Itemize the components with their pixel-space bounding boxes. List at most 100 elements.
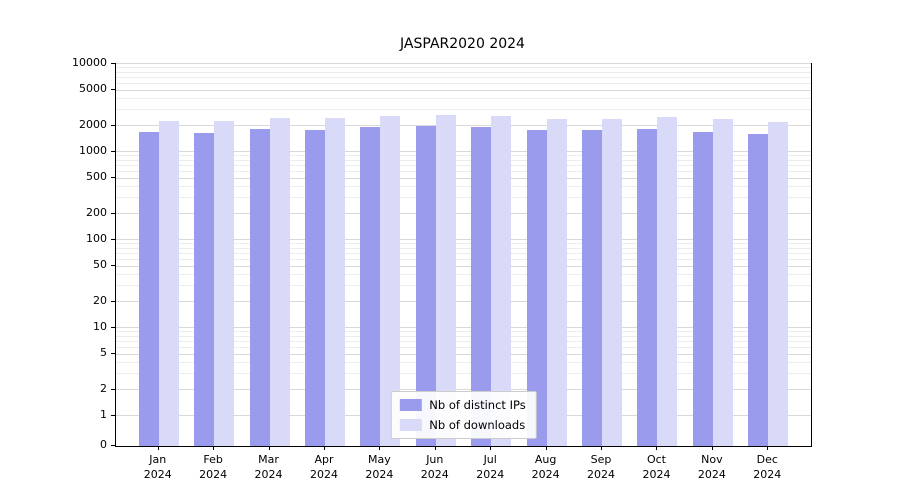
bar-downloads bbox=[712, 119, 733, 446]
legend-swatch-distinct-ips bbox=[399, 399, 422, 411]
y-tick-label: 1 bbox=[100, 408, 107, 421]
bar-distinct-ips bbox=[692, 131, 713, 446]
bar-downloads bbox=[214, 121, 235, 446]
gridline bbox=[116, 362, 811, 364]
x-tick-label: Jun 2024 bbox=[420, 453, 449, 481]
x-tick-label: Apr 2024 bbox=[309, 453, 338, 481]
bar-distinct-ips bbox=[360, 127, 381, 446]
legend-swatch-downloads bbox=[399, 419, 422, 431]
y-tick-mark bbox=[111, 415, 115, 416]
bar-distinct-ips bbox=[526, 129, 547, 446]
y-tick-mark bbox=[111, 300, 115, 302]
gridline bbox=[116, 353, 811, 355]
y-tick-mark bbox=[111, 388, 115, 390]
legend-item-distinct-ips: Nb of distinct IPs bbox=[399, 398, 526, 412]
gridline bbox=[116, 335, 811, 337]
x-tick-mark bbox=[323, 446, 325, 450]
y-tick-mark bbox=[111, 327, 115, 328]
gridline bbox=[116, 346, 811, 348]
bar-downloads bbox=[491, 116, 512, 446]
y-tick-label: 10 bbox=[93, 320, 107, 333]
plot-area: Nb of distinct IPs Nb of downloads bbox=[115, 63, 812, 447]
x-tick-label: Oct 2024 bbox=[642, 453, 671, 481]
bar-distinct-ips bbox=[415, 125, 436, 446]
gridline bbox=[116, 265, 811, 267]
bar-distinct-ips bbox=[471, 127, 492, 446]
gridline bbox=[116, 252, 811, 254]
y-tick-label: 20 bbox=[93, 293, 107, 307]
bar-distinct-ips bbox=[138, 131, 159, 446]
bar-distinct-ips bbox=[194, 132, 215, 446]
gridline bbox=[116, 98, 811, 100]
x-tick-label: Mar 2024 bbox=[254, 453, 283, 481]
gridline bbox=[116, 239, 811, 240]
gridline bbox=[116, 258, 811, 260]
gridline bbox=[116, 340, 811, 342]
gridline bbox=[116, 170, 811, 172]
x-tick-label: Aug 2024 bbox=[531, 453, 560, 481]
gridline bbox=[116, 109, 811, 111]
x-tick-label: Feb 2024 bbox=[199, 453, 228, 481]
y-tick-label: 50 bbox=[93, 258, 107, 272]
bar-downloads bbox=[435, 114, 456, 446]
x-tick-label: Dec 2024 bbox=[753, 453, 782, 481]
x-tick-label: Jul 2024 bbox=[476, 453, 505, 481]
y-tick-mark bbox=[111, 89, 115, 91]
x-tick-mark bbox=[157, 446, 159, 450]
y-tick-label: 500 bbox=[86, 170, 107, 184]
x-tick-mark bbox=[601, 446, 603, 450]
y-tick-label: 1000 bbox=[79, 144, 107, 157]
y-tick-label: 5 bbox=[100, 346, 107, 360]
chart-title: JASPAR2020 2024 bbox=[400, 36, 525, 52]
bar-downloads bbox=[380, 116, 401, 446]
legend-item-downloads: Nb of downloads bbox=[399, 418, 525, 432]
gridline bbox=[116, 327, 811, 328]
y-tick-mark bbox=[111, 445, 115, 446]
y-tick-mark bbox=[111, 212, 115, 214]
bar-distinct-ips bbox=[582, 129, 603, 446]
x-tick-label: Nov 2024 bbox=[697, 453, 726, 481]
y-tick-mark bbox=[111, 63, 115, 64]
gridline bbox=[116, 63, 811, 64]
legend-label-distinct-ips: Nb of distinct IPs bbox=[429, 398, 526, 412]
y-tick-mark bbox=[111, 265, 115, 267]
gridline bbox=[116, 243, 811, 245]
bar-distinct-ips bbox=[637, 128, 658, 446]
x-tick-mark bbox=[711, 446, 713, 450]
gridline bbox=[116, 197, 811, 199]
bar-downloads bbox=[657, 116, 678, 446]
bar-distinct-ips bbox=[249, 128, 270, 446]
y-tick-label: 10000 bbox=[72, 56, 107, 69]
bar-downloads bbox=[602, 119, 623, 446]
y-tick-mark bbox=[111, 353, 115, 355]
bar-distinct-ips bbox=[748, 134, 769, 446]
bar-distinct-ips bbox=[304, 129, 325, 446]
x-tick-mark bbox=[213, 446, 215, 450]
gridline bbox=[116, 159, 811, 161]
gridline bbox=[116, 186, 811, 188]
bar-downloads bbox=[158, 121, 179, 446]
x-tick-mark bbox=[434, 446, 436, 450]
y-tick-label: 200 bbox=[86, 205, 107, 219]
bar-downloads bbox=[768, 121, 789, 446]
gridline bbox=[116, 124, 811, 126]
bar-downloads bbox=[546, 118, 567, 446]
gridline bbox=[116, 76, 811, 78]
gridline bbox=[116, 71, 811, 73]
y-tick-mark bbox=[111, 151, 115, 152]
gridline bbox=[116, 177, 811, 179]
x-tick-mark bbox=[656, 446, 658, 450]
x-tick-mark bbox=[379, 446, 381, 450]
gridline bbox=[116, 89, 811, 91]
gridline bbox=[116, 388, 811, 390]
y-tick-label: 2 bbox=[100, 381, 107, 395]
y-tick-label: 2000 bbox=[79, 117, 107, 131]
gridline bbox=[116, 274, 811, 276]
x-tick-mark bbox=[767, 446, 769, 450]
legend: Nb of distinct IPs Nb of downloads bbox=[390, 391, 537, 439]
gridline bbox=[116, 212, 811, 214]
bar-downloads bbox=[269, 117, 290, 446]
y-tick-label: 5000 bbox=[79, 82, 107, 96]
y-tick-mark bbox=[111, 124, 115, 126]
